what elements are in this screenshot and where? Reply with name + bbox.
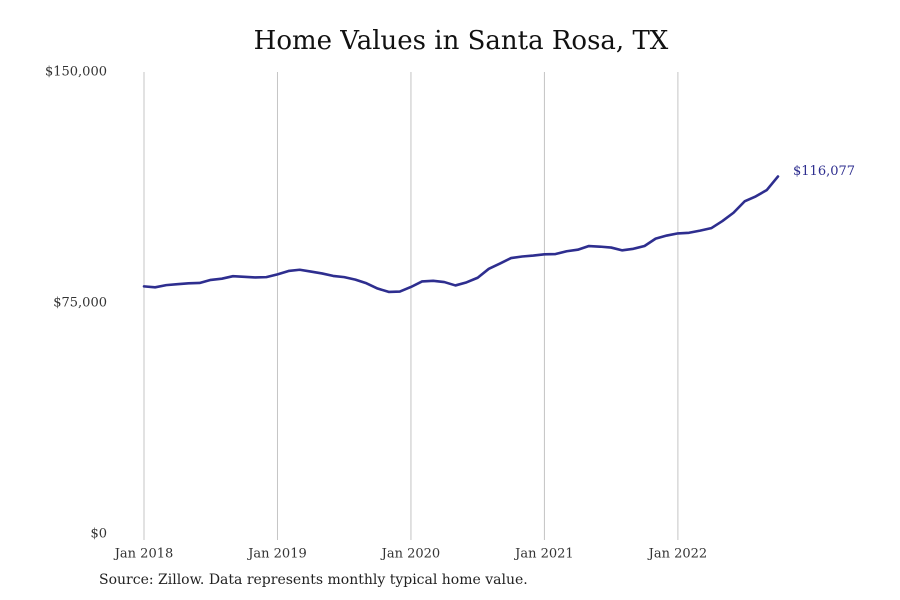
x-tick-label: Jan 2022 <box>647 547 708 562</box>
x-tick-label: Jan 2018 <box>113 547 174 562</box>
chart-title: Home Values in Santa Rosa, TX <box>253 26 669 56</box>
end-value-label: $116,077 <box>793 164 855 179</box>
series-line <box>142 175 780 294</box>
x-axis-ticks: Jan 2018 Jan 2019 Jan 2020 Jan 2021 Jan 2022 <box>113 547 707 562</box>
source-note: Source: Zillow. Data represents monthly … <box>99 572 528 588</box>
y-tick-label: $75,000 <box>53 296 107 311</box>
x-tick-label: Jan 2019 <box>246 547 307 562</box>
y-tick-label: $0 <box>90 527 107 542</box>
gridlines <box>143 72 679 540</box>
y-tick-label: $150,000 <box>45 65 107 80</box>
series-layer: $116,077 <box>142 164 855 294</box>
x-tick-label: Jan 2020 <box>380 547 441 562</box>
y-axis-ticks: $0 $75,000 $150,000 <box>45 65 107 542</box>
x-tick-label: Jan 2021 <box>513 547 574 562</box>
